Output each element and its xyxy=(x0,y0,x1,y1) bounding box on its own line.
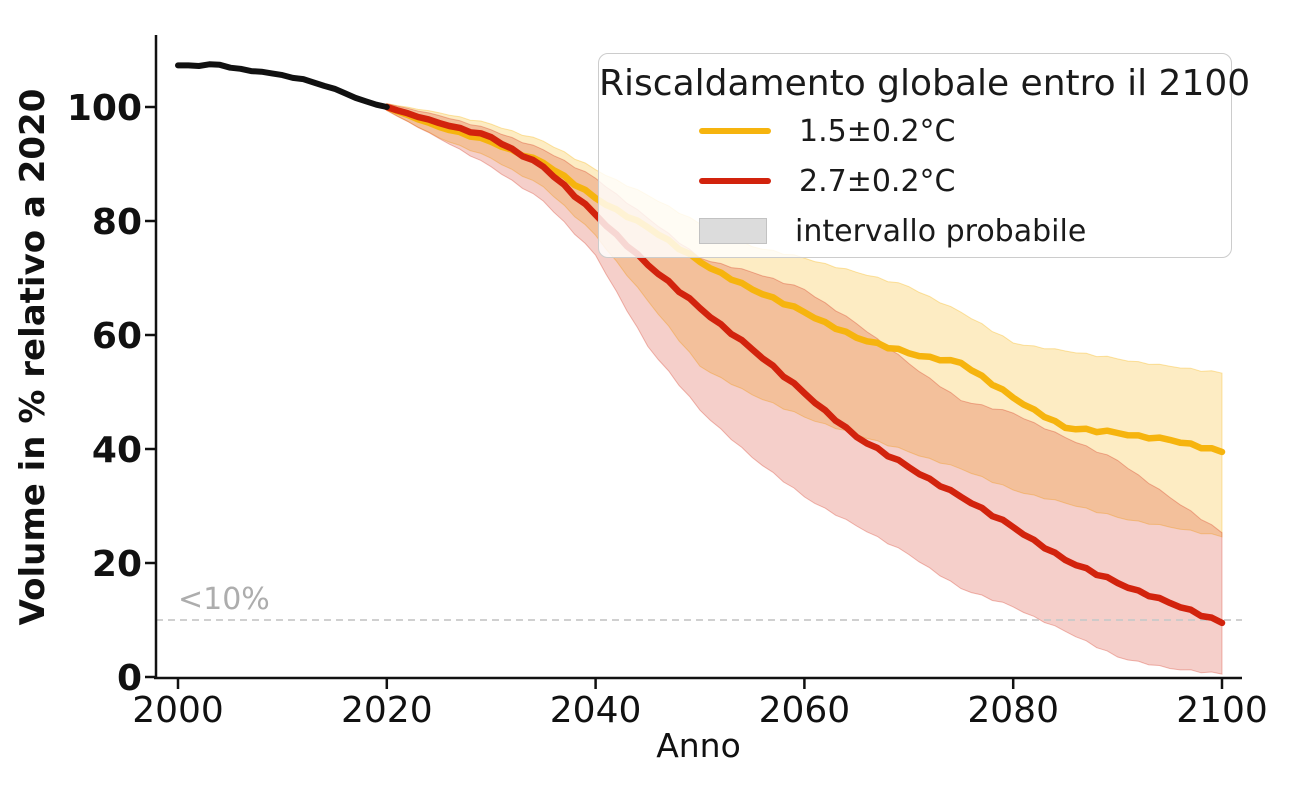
y-tick-label: 100 xyxy=(67,88,142,129)
y-tick-label: 60 xyxy=(92,316,142,357)
legend-title: Riscaldamento globale entro il 2100 xyxy=(599,63,1251,104)
y-tick-label: 20 xyxy=(92,544,142,585)
legend-item-1p5c: 1.5±0.2°C xyxy=(599,106,1231,156)
x-tick-label: 2020 xyxy=(341,690,433,731)
x-tick-label: 2100 xyxy=(1176,690,1268,731)
y-tick-label: 80 xyxy=(92,202,142,243)
legend-label-likely-range: intervallo probabile xyxy=(795,213,1087,249)
x-tick-label: 2060 xyxy=(759,690,851,731)
legend-label-2p7c: 2.7±0.2°C xyxy=(799,163,956,199)
legend-label-1p5c: 1.5±0.2°C xyxy=(799,113,956,149)
legend-item-likely-range: intervallo probabile xyxy=(599,206,1231,256)
x-tick-label: 2040 xyxy=(550,690,642,731)
legend-swatch-2p7c-line xyxy=(699,178,771,184)
chart-legend: Riscaldamento globale entro il 2100 1.5±… xyxy=(598,53,1251,258)
legend-item-2p7c: 2.7±0.2°C xyxy=(599,156,1231,206)
x-tick-label: 2080 xyxy=(967,690,1059,731)
threshold-annotation: <10% xyxy=(178,582,270,617)
y-tick-label: 0 xyxy=(117,658,142,699)
series-2p7c-line xyxy=(383,103,1226,627)
legend-swatch-1p5c-line xyxy=(699,128,771,134)
legend-swatch-likely-range-patch xyxy=(699,218,767,244)
y-axis-title: Volume in % relativo a 2020 xyxy=(13,89,53,626)
x-axis-title: Anno xyxy=(656,726,741,765)
series-historical-line xyxy=(175,61,390,110)
x-tick-label: 2000 xyxy=(132,690,224,731)
y-tick-label: 40 xyxy=(92,430,142,471)
